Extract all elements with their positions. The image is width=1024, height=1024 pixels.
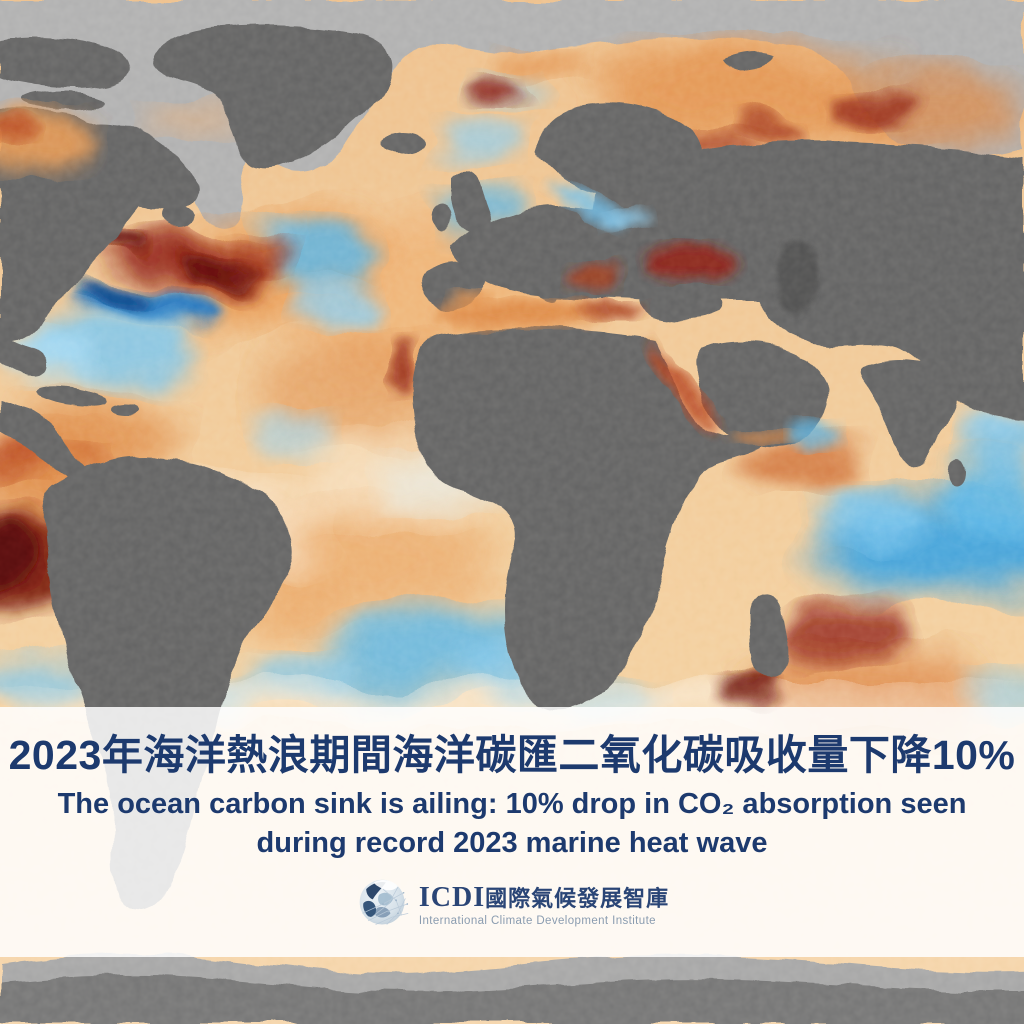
logo-name-latin: ICDI (418, 882, 486, 913)
logo-name-en: International Climate Development Instit… (418, 915, 656, 927)
logo-name: ICDI 國際氣候發展智庫 (419, 881, 669, 914)
globe-network-icon (359, 879, 409, 925)
subtitle-en: The ocean carbon sink is ailing: 10% dro… (0, 785, 1024, 863)
headline-zh: 2023年海洋熱浪期間海洋碳匯二氧化碳吸收量下降10% (8, 732, 1016, 778)
subtitle-line-2: during record 2023 marine heat wave (256, 827, 768, 859)
subtitle-line-1: The ocean carbon sink is ailing: 10% dro… (57, 788, 967, 820)
caption-banner: 2023年海洋熱浪期間海洋碳匯二氧化碳吸收量下降10% The ocean ca… (0, 707, 1024, 957)
logo-text: ICDI 國際氣候發展智庫 International Climate Devel… (419, 881, 669, 927)
logo-name-zh: 國際氣候發展智庫 (485, 886, 670, 911)
icdi-logo: ICDI 國際氣候發展智庫 International Climate Devel… (0, 876, 1024, 932)
